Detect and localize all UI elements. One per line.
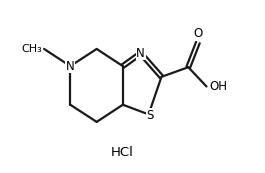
Text: O: O — [193, 27, 202, 40]
Text: OH: OH — [210, 80, 228, 93]
Text: CH₃: CH₃ — [22, 44, 42, 54]
Text: S: S — [147, 109, 154, 122]
Text: HCl: HCl — [110, 147, 133, 160]
Text: N: N — [66, 60, 75, 73]
Text: N: N — [136, 47, 145, 60]
